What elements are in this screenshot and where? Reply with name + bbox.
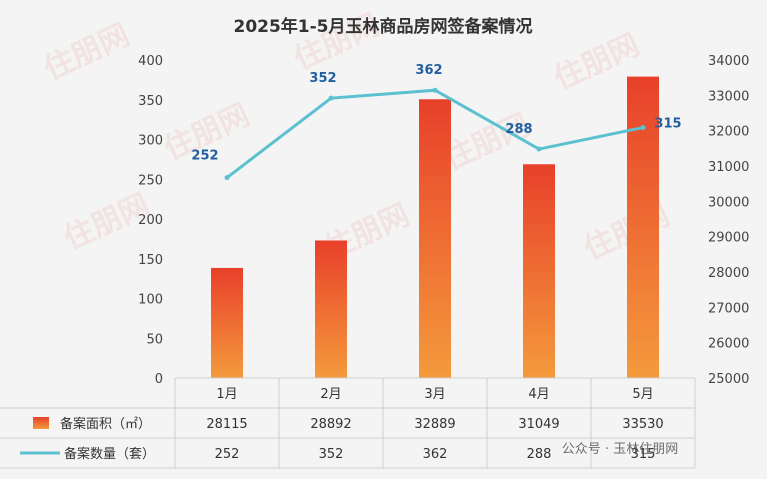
y-right-tick-label: 33000 (708, 89, 749, 104)
y-left-tick-label: 0 (155, 372, 163, 387)
watermark-text: 住朋网 (579, 197, 675, 267)
bar-series (211, 76, 659, 379)
data-label: 352 (309, 71, 336, 86)
bar (315, 240, 347, 378)
bar (523, 164, 555, 378)
y-right-tick-label: 32000 (708, 125, 749, 140)
table-cell: 28892 (310, 417, 351, 432)
table-cell: 315 (631, 447, 656, 462)
table-cell: 33530 (622, 417, 663, 432)
y-left-tick-label: 250 (138, 173, 163, 188)
y-axis-left: 0 50 100 150 200 250 300 350 400 (138, 54, 163, 387)
x-tick-label: 2月 (320, 387, 341, 402)
legend-swatch-bar (33, 417, 49, 429)
line-point (640, 125, 646, 131)
x-tick-label: 5月 (632, 387, 653, 402)
line-series: 252 352 362 288 315 (191, 63, 682, 181)
data-label: 362 (415, 63, 442, 78)
x-tick-label: 1月 (216, 387, 237, 402)
y-left-tick-label: 100 (138, 293, 163, 308)
x-tick-label: 4月 (528, 387, 549, 402)
y-right-tick-label: 25000 (708, 372, 749, 387)
line-point (536, 146, 542, 152)
line-point (224, 175, 230, 181)
data-label: 288 (505, 122, 532, 137)
table-cell: 31049 (518, 417, 559, 432)
y-left-tick-label: 300 (138, 134, 163, 149)
data-label: 252 (191, 149, 218, 164)
table-cell: 252 (215, 447, 240, 462)
y-right-tick-label: 34000 (708, 54, 749, 69)
table-cell: 32889 (414, 417, 455, 432)
y-right-tick-label: 29000 (708, 231, 749, 246)
x-tick-label: 3月 (424, 387, 445, 402)
chart-title: 2025年1-5月玉林商品房网签备案情况 (233, 16, 532, 37)
watermark-text: 住朋网 (39, 17, 135, 87)
bar (419, 99, 451, 378)
y-right-tick-label: 30000 (708, 195, 749, 210)
legend-label: 备案面积（㎡） (60, 416, 151, 432)
bar (211, 267, 243, 378)
table-cell: 362 (423, 447, 448, 462)
legend-label: 备案数量（套） (64, 446, 155, 462)
y-left-tick-label: 150 (138, 253, 163, 268)
data-label: 315 (654, 117, 681, 132)
y-right-tick-label: 31000 (708, 160, 749, 175)
line-point (328, 95, 334, 101)
y-left-tick-label: 400 (138, 54, 163, 69)
y-right-tick-label: 26000 (708, 337, 749, 352)
table-cell: 28115 (206, 417, 247, 432)
y-axis-right: 25000 26000 27000 28000 29000 30000 31000 32000… (708, 54, 749, 387)
table-cell: 288 (527, 447, 552, 462)
y-left-tick-label: 50 (146, 332, 163, 347)
y-left-tick-label: 350 (138, 94, 163, 109)
y-right-tick-label: 28000 (708, 266, 749, 281)
y-right-tick-label: 27000 (708, 301, 749, 316)
brand-footer: 公众号 · 玉林住朋网 (562, 442, 678, 457)
line-point (432, 87, 438, 93)
table-cell: 352 (319, 447, 344, 462)
y-left-tick-label: 200 (138, 213, 163, 228)
